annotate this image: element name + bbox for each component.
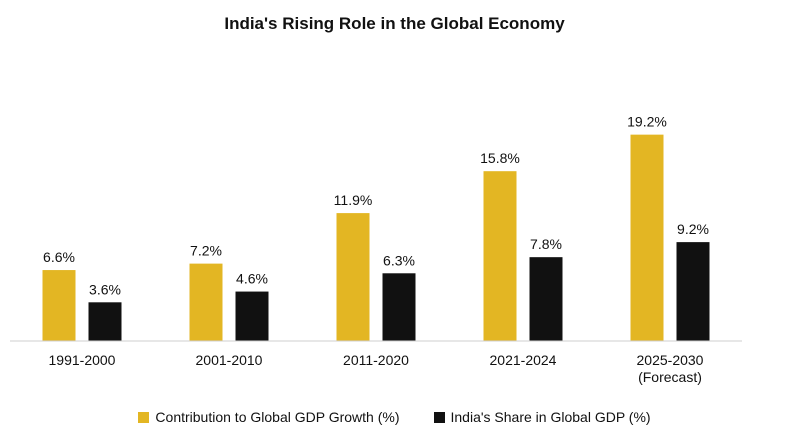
data-label-share-2: 6.3% xyxy=(383,252,415,268)
legend-item-contribution: Contribution to Global GDP Growth (%) xyxy=(138,409,400,425)
data-label-contribution-0: 6.6% xyxy=(43,249,75,265)
legend-swatch-share xyxy=(433,411,445,423)
data-label-share-0: 3.6% xyxy=(89,281,121,297)
data-label-contribution-3: 15.8% xyxy=(480,150,520,166)
x-tick-label-3: 2021-2024 xyxy=(490,352,557,368)
bar-share-0 xyxy=(88,302,122,341)
legend: Contribution to Global GDP Growth (%) In… xyxy=(0,409,789,425)
bar-contribution-0 xyxy=(42,270,76,341)
legend-label-share: India's Share in Global GDP (%) xyxy=(450,409,651,425)
data-label-share-1: 4.6% xyxy=(236,271,268,287)
bar-contribution-4 xyxy=(630,134,664,341)
data-label-contribution-2: 11.9% xyxy=(334,192,373,208)
data-label-share-4: 9.2% xyxy=(677,221,709,237)
legend-item-share: India's Share in Global GDP (%) xyxy=(433,409,651,425)
plot-area: 6.6% 3.6% 1991-2000 7.2% 4.6% 2001-2010 11.9% 6… xyxy=(10,114,742,385)
bar-share-1 xyxy=(235,291,269,341)
x-tick-label-4-line1: (Forecast) xyxy=(638,369,702,385)
chart-title: India's Rising Role in the Global Econom… xyxy=(224,14,565,33)
data-label-contribution-4: 19.2% xyxy=(627,114,667,130)
bar-share-4 xyxy=(676,242,710,341)
bar-share-3 xyxy=(529,257,563,341)
data-label-contribution-1: 7.2% xyxy=(190,243,222,259)
x-tick-label-1: 2001-2010 xyxy=(196,352,263,368)
data-label-share-3: 7.8% xyxy=(530,236,562,252)
x-tick-label-4: 2025-2030 xyxy=(637,352,704,368)
legend-swatch-contribution xyxy=(138,411,150,423)
x-tick-label-2: 2011-2020 xyxy=(343,352,409,368)
bar-share-2 xyxy=(382,273,416,341)
bar-contribution-2 xyxy=(336,213,370,341)
x-tick-label-0: 1991-2000 xyxy=(49,352,116,368)
legend-label-contribution: Contribution to Global GDP Growth (%) xyxy=(155,409,400,425)
bar-contribution-1 xyxy=(189,263,223,341)
bar-contribution-3 xyxy=(483,171,517,341)
